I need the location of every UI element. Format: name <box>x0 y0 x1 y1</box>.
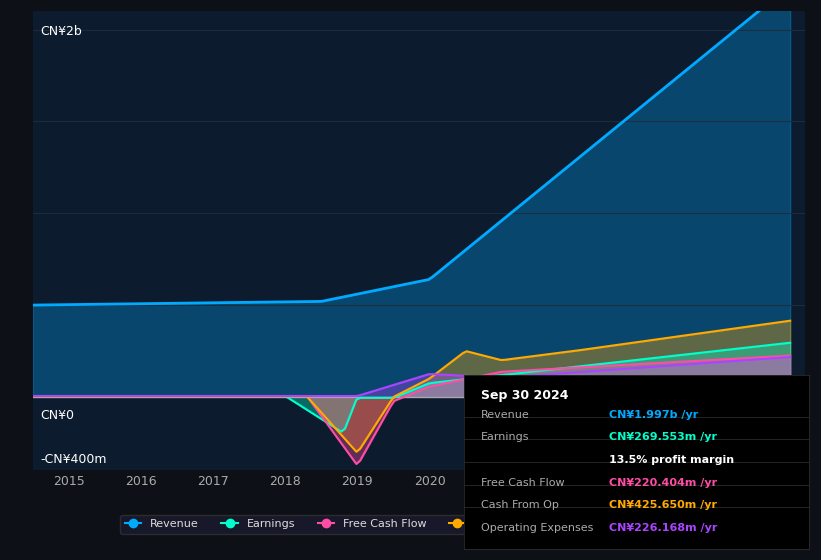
Text: Sep 30 2024: Sep 30 2024 <box>481 389 569 402</box>
Text: -CN¥400m: -CN¥400m <box>40 453 107 466</box>
Text: CN¥1.997b /yr: CN¥1.997b /yr <box>608 410 698 420</box>
Text: CN¥0: CN¥0 <box>40 409 75 422</box>
Text: CN¥425.650m /yr: CN¥425.650m /yr <box>608 500 717 510</box>
Text: Cash From Op: Cash From Op <box>481 500 559 510</box>
Text: 13.5% profit margin: 13.5% profit margin <box>608 455 734 465</box>
Text: CN¥226.168m /yr: CN¥226.168m /yr <box>608 523 717 533</box>
Text: CN¥220.404m /yr: CN¥220.404m /yr <box>608 478 717 488</box>
Text: CN¥2b: CN¥2b <box>40 25 82 38</box>
Text: CN¥269.553m /yr: CN¥269.553m /yr <box>608 432 717 442</box>
Legend: Revenue, Earnings, Free Cash Flow, Cash From Op, Operating Expenses: Revenue, Earnings, Free Cash Flow, Cash … <box>121 515 717 534</box>
Text: Earnings: Earnings <box>481 432 530 442</box>
Text: Operating Expenses: Operating Expenses <box>481 523 594 533</box>
Text: Revenue: Revenue <box>481 410 530 420</box>
Text: Free Cash Flow: Free Cash Flow <box>481 478 565 488</box>
